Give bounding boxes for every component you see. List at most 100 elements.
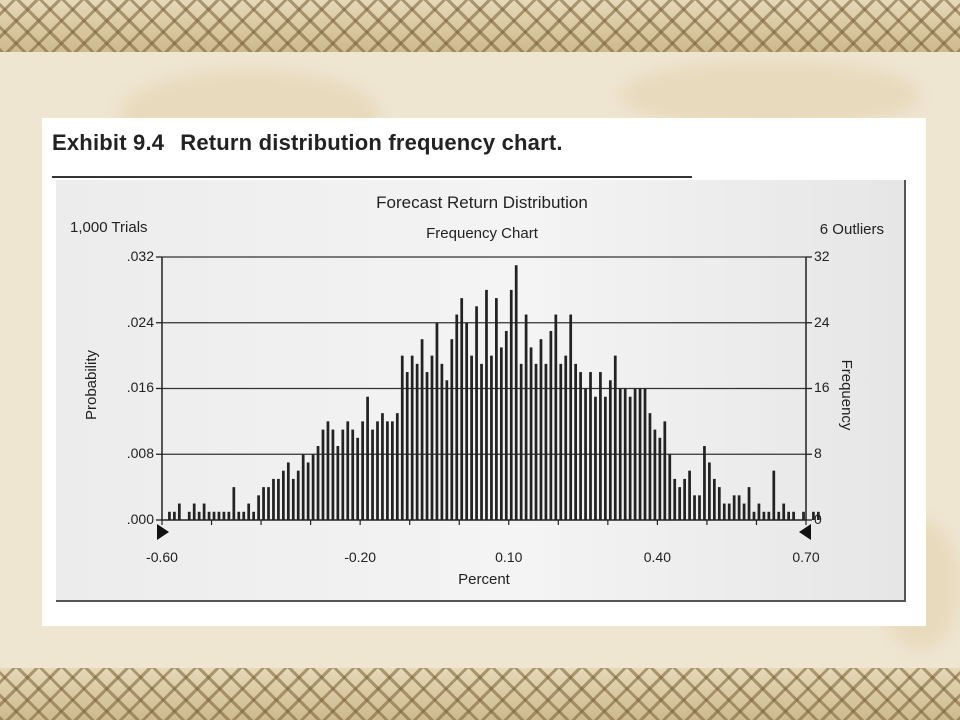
histogram-bar <box>227 511 231 520</box>
histogram-bar <box>282 470 285 520</box>
x-tick-label: -0.60 <box>146 549 178 565</box>
left-tick-label: .000 <box>127 511 154 527</box>
histogram-bar <box>618 388 622 520</box>
trials-label: 1,000 Trials <box>70 219 148 236</box>
histogram-bar <box>336 446 340 520</box>
title-rule <box>52 176 692 178</box>
right-tick-label: 32 <box>814 248 830 264</box>
x-axis-label: Percent <box>458 571 511 588</box>
histogram-bar <box>247 503 251 520</box>
histogram-bar <box>450 339 454 520</box>
histogram-bar <box>331 429 335 520</box>
exhibit-label: Exhibit 9.4 <box>52 130 165 155</box>
histogram-bar <box>673 478 677 520</box>
histogram-bar <box>301 454 305 520</box>
histogram-bar <box>703 446 706 520</box>
chart-panel: Forecast Return Distribution Frequency C… <box>56 180 906 602</box>
histogram-bar <box>688 470 691 520</box>
chart-subtitle: Frequency Chart <box>426 225 539 242</box>
histogram-bar <box>173 511 176 520</box>
x-tick-label: 0.70 <box>792 549 819 565</box>
histogram-bar <box>341 429 345 520</box>
histogram-bar <box>737 495 741 520</box>
histogram-bar <box>440 363 444 520</box>
histogram-bar <box>277 478 280 520</box>
histogram-bar <box>192 503 196 520</box>
return-distribution-chart: Forecast Return Distribution Frequency C… <box>70 193 884 588</box>
histogram-bar <box>311 454 315 520</box>
histogram-bar <box>559 363 563 520</box>
histogram-bar <box>594 396 597 520</box>
histogram-bar <box>792 511 795 520</box>
histogram-bar <box>599 372 602 520</box>
histogram-bar <box>386 421 389 520</box>
histogram-bar <box>529 347 533 520</box>
histogram-bar <box>549 330 553 520</box>
histogram-bar <box>569 314 573 520</box>
left-tick-label: .024 <box>127 314 154 330</box>
histogram-bar <box>217 511 221 520</box>
outliers-label: 6 Outliers <box>820 221 884 238</box>
histogram-bar <box>366 396 369 520</box>
histogram-bar <box>762 511 766 520</box>
histogram-bar <box>519 363 523 520</box>
histogram-bar <box>405 372 409 520</box>
decorative-top-border <box>0 0 960 52</box>
histogram-bar <box>326 421 330 520</box>
histogram-bar <box>757 503 761 520</box>
histogram-bar <box>509 289 513 520</box>
left-tick-label: .008 <box>127 445 154 461</box>
histogram-bar <box>668 454 672 520</box>
left-tick-label: .016 <box>127 379 154 395</box>
histogram-bar <box>286 462 290 520</box>
histogram-bar <box>584 388 587 520</box>
histogram-bar <box>628 396 632 520</box>
histogram-bar <box>262 487 265 520</box>
histogram-bar <box>564 355 568 520</box>
upper-bound-marker <box>799 524 811 540</box>
histogram-bar <box>722 503 726 520</box>
histogram-bar <box>485 289 488 520</box>
histogram-bar <box>376 421 379 520</box>
histogram-bar <box>678 487 682 520</box>
histogram-bar <box>579 372 582 520</box>
chart-title: Forecast Return Distribution <box>376 193 588 212</box>
histogram-bar <box>177 503 181 520</box>
y-axis-right-ticks: 0 8 16 24 32 <box>814 248 830 527</box>
right-tick-label: 16 <box>814 379 830 395</box>
histogram-bar <box>613 355 617 520</box>
y-axis-left-ticks: .000 .008 .016 .024 .032 <box>127 248 154 527</box>
histogram-bar <box>663 421 667 520</box>
histogram-bar <box>495 298 498 520</box>
lower-bound-marker <box>157 524 169 540</box>
histogram-bar <box>717 487 721 520</box>
histogram-bar <box>296 470 300 520</box>
histogram-bar <box>752 511 756 520</box>
histogram-bar <box>356 437 360 520</box>
exhibit-title: Exhibit 9.4 Return distribution frequency… <box>52 130 563 156</box>
histogram-bar <box>410 355 414 520</box>
histogram-bar <box>732 495 736 520</box>
histogram-bar <box>435 322 439 520</box>
histogram-bar <box>202 503 206 520</box>
x-tick-label: 0.40 <box>644 549 671 565</box>
histogram-bar <box>455 314 459 520</box>
histogram-bar <box>222 511 226 520</box>
histogram-bar <box>395 413 399 520</box>
histogram-bar <box>460 298 464 520</box>
histogram-bar <box>767 511 771 520</box>
histogram-bar <box>346 421 350 520</box>
histogram-bar <box>772 470 776 520</box>
histogram-bar <box>604 396 607 520</box>
histogram-bar <box>534 363 538 520</box>
histogram-bar <box>475 306 478 520</box>
histogram-bar <box>544 363 548 520</box>
histogram-bar <box>608 380 612 520</box>
exhibit-caption: Return distribution frequency chart. <box>180 130 563 155</box>
y-axis-right-label: Frequency <box>838 360 855 431</box>
histogram-bar <box>306 462 310 520</box>
histogram-bar <box>212 511 216 520</box>
right-tick-label: 0 <box>814 511 822 527</box>
gridlines <box>162 256 806 455</box>
histogram-bar <box>633 388 637 520</box>
